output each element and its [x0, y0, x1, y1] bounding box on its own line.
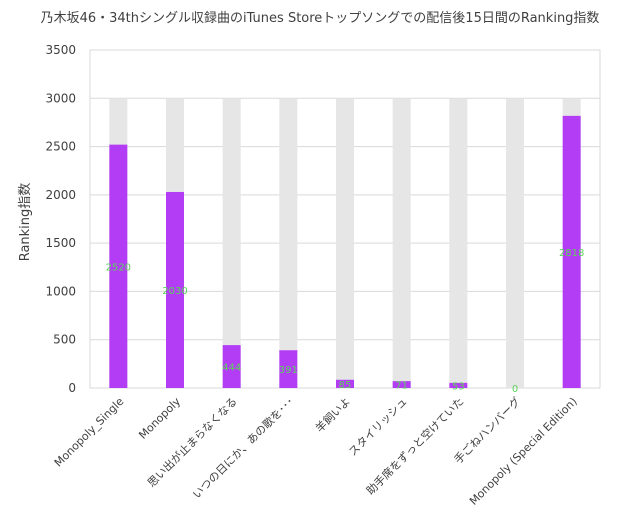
- y-tick-label: 1000: [45, 284, 76, 298]
- bar: [222, 345, 241, 388]
- data-label: 2030: [162, 286, 187, 297]
- data-labels: 2520 2030 444 391 85 71 53 0 2818: [106, 248, 585, 395]
- x-category-label: Monopoly: [136, 395, 183, 442]
- background-bar: [222, 98, 241, 389]
- background-bar: [336, 98, 354, 389]
- bar: [166, 191, 184, 388]
- background-bar: [449, 98, 468, 389]
- bar: [279, 350, 298, 388]
- y-axis-ticks: 0 500 1000 1500 2000 2500 3000 3500: [45, 43, 76, 395]
- background-bar: [279, 98, 298, 389]
- x-category-label: 助手席をずっと空けていた: [363, 394, 466, 497]
- background-bar: [392, 98, 411, 389]
- y-tick-label: 3000: [45, 91, 76, 105]
- data-label: 2520: [106, 262, 131, 273]
- x-category-label: 羊飼いよ: [312, 394, 353, 435]
- y-tick-label: 2500: [45, 140, 76, 154]
- data-label: 0: [512, 384, 518, 395]
- y-tick-label: 2000: [45, 188, 76, 202]
- data-label: 391: [279, 365, 298, 376]
- x-axis-category-labels: Monopoly_Single Monopoly思い出が止まらなくなるいつの日にか…: [52, 394, 580, 507]
- value-bars: [109, 115, 581, 388]
- chart-title: 乃木坂46・34thシングル収録曲のiTunes Storeトップソングでの配信…: [41, 11, 600, 26]
- x-category-label: 思い出が止まらなくなる: [144, 394, 239, 489]
- bar: [336, 379, 354, 388]
- y-tick-label: 1500: [45, 236, 76, 250]
- y-tick-label: 500: [53, 333, 76, 347]
- x-category-label: スタイリッシュ: [346, 395, 410, 459]
- data-label: 2818: [559, 248, 584, 259]
- data-label: 444: [222, 363, 241, 374]
- background-bar: [506, 98, 524, 389]
- x-category-label: Monopoly_Single: [52, 395, 127, 470]
- bar: [109, 144, 128, 388]
- bar: [392, 381, 411, 388]
- bar: [562, 115, 581, 388]
- bar: [449, 382, 468, 388]
- data-label: 71: [395, 381, 408, 392]
- x-category-label: いつの日にか、あの歌を･･･: [189, 394, 296, 501]
- y-tick-label: 0: [68, 381, 76, 395]
- x-category-label: Monopoly (Special Edition): [467, 395, 580, 508]
- y-axis-title: Ranking指数: [18, 183, 33, 262]
- y-tick-label: 3500: [45, 43, 76, 57]
- data-label: 53: [452, 381, 465, 392]
- data-label: 85: [339, 380, 352, 391]
